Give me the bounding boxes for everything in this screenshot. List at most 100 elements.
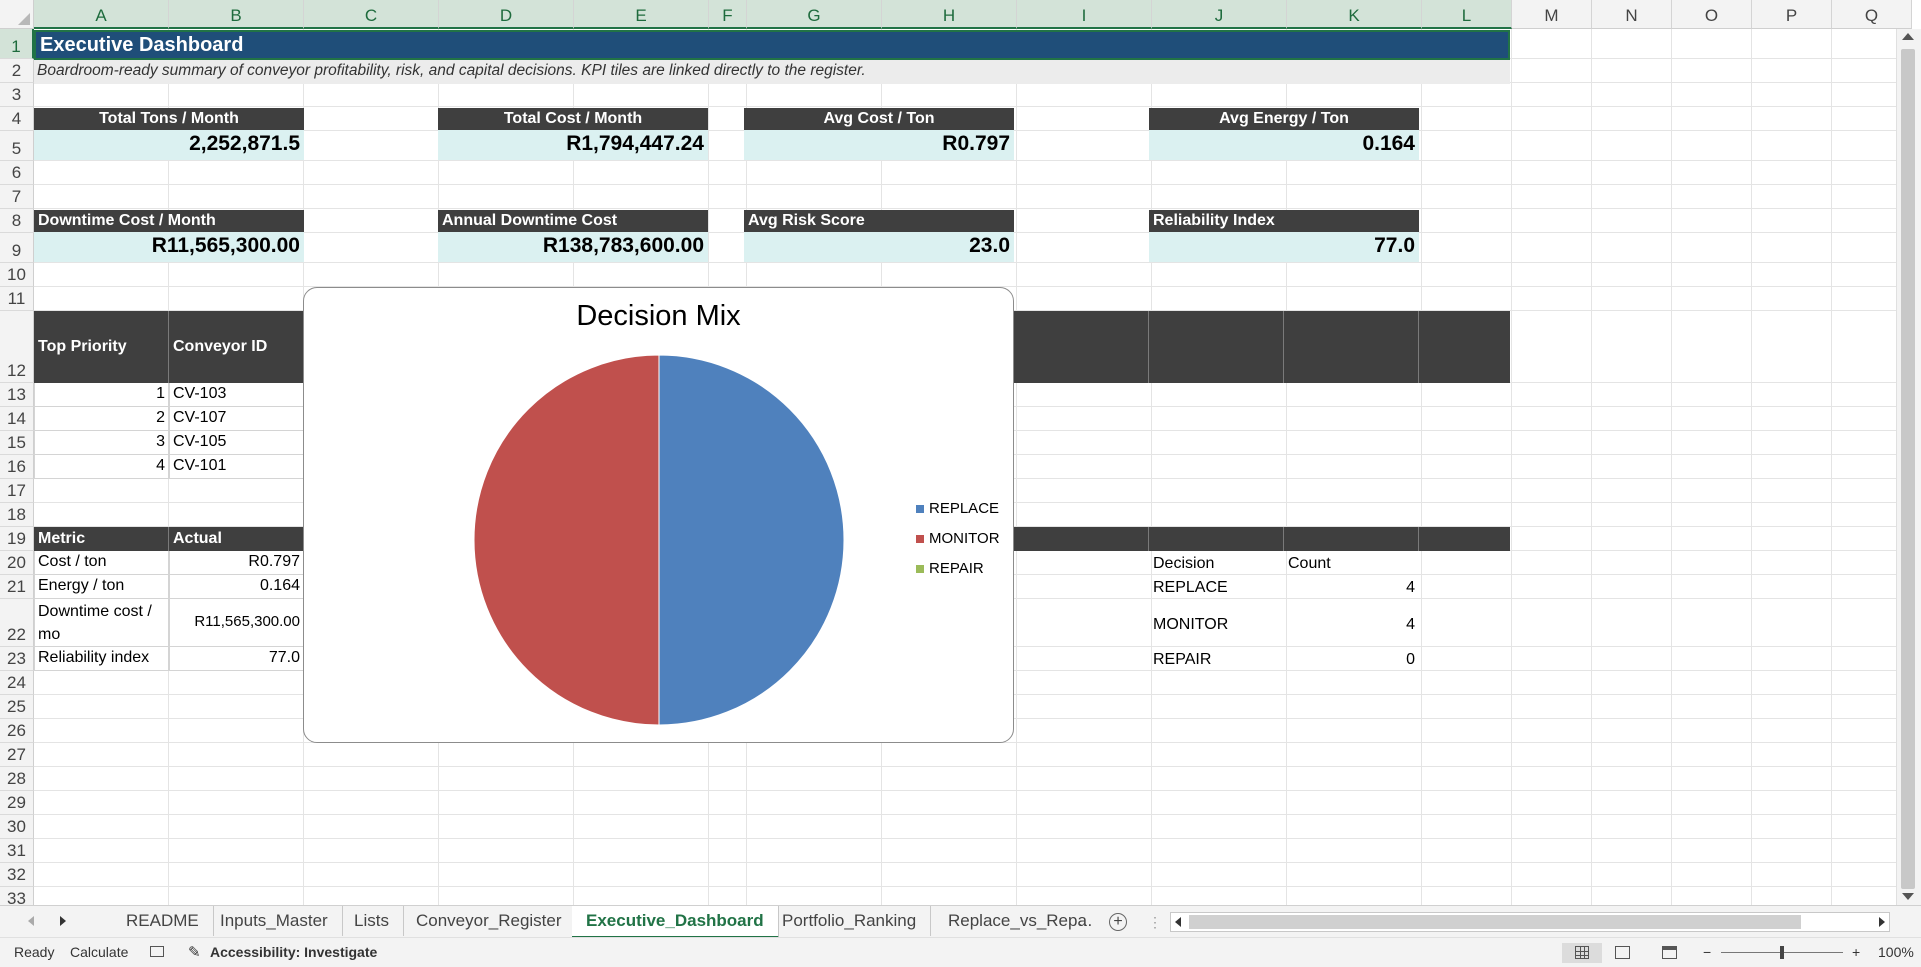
legend-item-repair[interactable]: REPAIR [916,560,984,577]
column-header-m[interactable]: M [1512,0,1592,29]
normal-view-button[interactable] [1562,943,1602,963]
tab-lists[interactable]: Lists [340,906,404,936]
row-header-22[interactable]: 22 [0,599,34,647]
page-break-view-icon[interactable] [1662,946,1677,959]
row-header-27[interactable]: 27 [0,743,34,767]
row-header-17[interactable]: 17 [0,479,34,503]
decision-mix-chart[interactable]: Decision Mix REPLACE MONITOR REPAIR [303,287,1014,743]
metric-value-cell[interactable]: R0.797 [169,551,304,575]
decision-name-cell[interactable]: REPAIR [1153,651,1212,668]
add-sheet-icon[interactable]: + [1109,913,1127,931]
column-header-g[interactable]: G [747,0,882,29]
kpi-label-total-cost[interactable]: Total Cost / Month [438,108,708,130]
kpi-label-downtime-cost[interactable]: Downtime Cost / Month [34,210,304,232]
kpi-label-total-tons[interactable]: Total Tons / Month [34,108,304,130]
row-header-23[interactable]: 23 [0,647,34,671]
kpi-value-downtime-cost[interactable]: R11,565,300.00 [34,232,304,262]
column-header-d[interactable]: D [439,0,574,29]
tab-replace-vs-repair[interactable]: Replace_vs_Repa [948,911,1087,930]
status-accessibility[interactable]: Accessibility: Investigate [210,944,378,960]
row-header-4[interactable]: 4 [0,107,34,131]
more-tabs-ellipsis[interactable]: ... [1078,911,1093,930]
column-header-n[interactable]: N [1592,0,1672,29]
column-header-c[interactable]: C [304,0,439,29]
column-header-h[interactable]: H [882,0,1017,29]
row-header-7[interactable]: 7 [0,185,34,209]
pie-slice-monitor[interactable] [473,354,660,726]
conveyor-id-cell[interactable]: CV-107 [169,407,304,431]
metric-value-cell[interactable]: 0.164 [169,575,304,599]
accessibility-icon[interactable]: ✎ [188,944,201,961]
scroll-up-icon[interactable] [1902,33,1914,40]
column-header-e[interactable]: E [574,0,709,29]
metric-name-cell[interactable]: Energy / ton [34,575,169,599]
row-header-33[interactable]: 33 [0,887,34,905]
column-header-q[interactable]: Q [1832,0,1912,29]
decision-header[interactable]: Decision [1153,555,1215,572]
dashboard-subtitle[interactable]: Boardroom-ready summary of conveyor prof… [34,60,1510,84]
row-header-9[interactable]: 9 [0,233,34,263]
pie-slice-replace[interactable] [658,354,845,726]
column-header-p[interactable]: P [1752,0,1832,29]
column-header-b[interactable]: B [169,0,304,29]
zoom-in-button[interactable]: + [1852,944,1861,960]
row-header-11[interactable]: 11 [0,287,34,311]
kpi-label-avg-risk[interactable]: Avg Risk Score [744,210,1014,232]
kpi-value-total-cost[interactable]: R1,794,447.24 [438,130,708,160]
legend-item-replace[interactable]: REPLACE [916,500,999,517]
actual-header[interactable]: Actual [169,527,304,551]
column-header-i[interactable]: I [1017,0,1152,29]
priority-rank-cell[interactable]: 1 [34,383,169,407]
decision-name-cell[interactable]: MONITOR [1153,616,1229,633]
tab-conveyor-register[interactable]: Conveyor_Register [402,906,577,936]
kpi-value-avg-energy[interactable]: 0.164 [1149,130,1419,160]
row-header-19[interactable]: 19 [0,527,34,551]
row-header-2[interactable]: 2 [0,59,34,83]
kpi-value-reliability[interactable]: 77.0 [1149,232,1419,262]
conveyor-id-cell[interactable]: CV-101 [169,455,304,479]
column-header-l[interactable]: L [1422,0,1512,29]
row-header-6[interactable]: 6 [0,161,34,185]
row-header-20[interactable]: 20 [0,551,34,575]
row-header-10[interactable]: 10 [0,263,34,287]
conveyor-id-cell[interactable]: CV-105 [169,431,304,455]
page-layout-view-icon[interactable] [1615,946,1630,959]
dashboard-title[interactable]: Executive Dashboard [34,30,1510,60]
row-header-3[interactable]: 3 [0,83,34,107]
row-header-26[interactable]: 26 [0,719,34,743]
metric-header[interactable]: Metric [34,527,169,551]
conveyor-id-header[interactable]: Conveyor ID [169,311,304,383]
row-header-16[interactable]: 16 [0,455,34,479]
row-header-31[interactable]: 31 [0,839,34,863]
tab-executive-dashboard[interactable]: Executive_Dashboard [572,906,779,939]
zoom-slider-handle[interactable] [1780,946,1784,959]
kpi-label-annual-downtime[interactable]: Annual Downtime Cost [438,210,708,232]
tab-splitter-icon[interactable]: ⋮ [1148,914,1162,930]
macro-record-icon[interactable] [150,946,164,957]
column-header-f[interactable]: F [709,0,747,29]
row-header-30[interactable]: 30 [0,815,34,839]
horizontal-scroll-thumb[interactable] [1189,915,1801,929]
priority-rank-cell[interactable]: 2 [34,407,169,431]
vertical-scroll-thumb[interactable] [1901,49,1915,889]
kpi-value-avg-cost[interactable]: R0.797 [744,130,1014,160]
priority-header[interactable]: Top Priority [34,311,169,383]
column-header-a[interactable]: A [34,0,169,29]
metric-name-cell[interactable]: Reliability index [34,647,169,671]
priority-rank-cell[interactable]: 3 [34,431,169,455]
column-header-j[interactable]: J [1152,0,1287,29]
conveyor-id-cell[interactable]: CV-103 [169,383,304,407]
column-header-k[interactable]: K [1287,0,1422,29]
row-header-5[interactable]: 5 [0,131,34,161]
row-header-29[interactable]: 29 [0,791,34,815]
count-header[interactable]: Count [1288,555,1331,572]
zoom-level[interactable]: 100% [1878,944,1914,960]
decision-count-cell[interactable]: 4 [1406,616,1415,633]
row-header-32[interactable]: 32 [0,863,34,887]
kpi-label-avg-energy[interactable]: Avg Energy / Ton [1149,108,1419,130]
kpi-value-annual-downtime[interactable]: R138,783,600.00 [438,232,708,262]
row-header-13[interactable]: 13 [0,383,34,407]
select-all-corner[interactable] [0,0,34,29]
legend-item-monitor[interactable]: MONITOR [916,530,1000,547]
